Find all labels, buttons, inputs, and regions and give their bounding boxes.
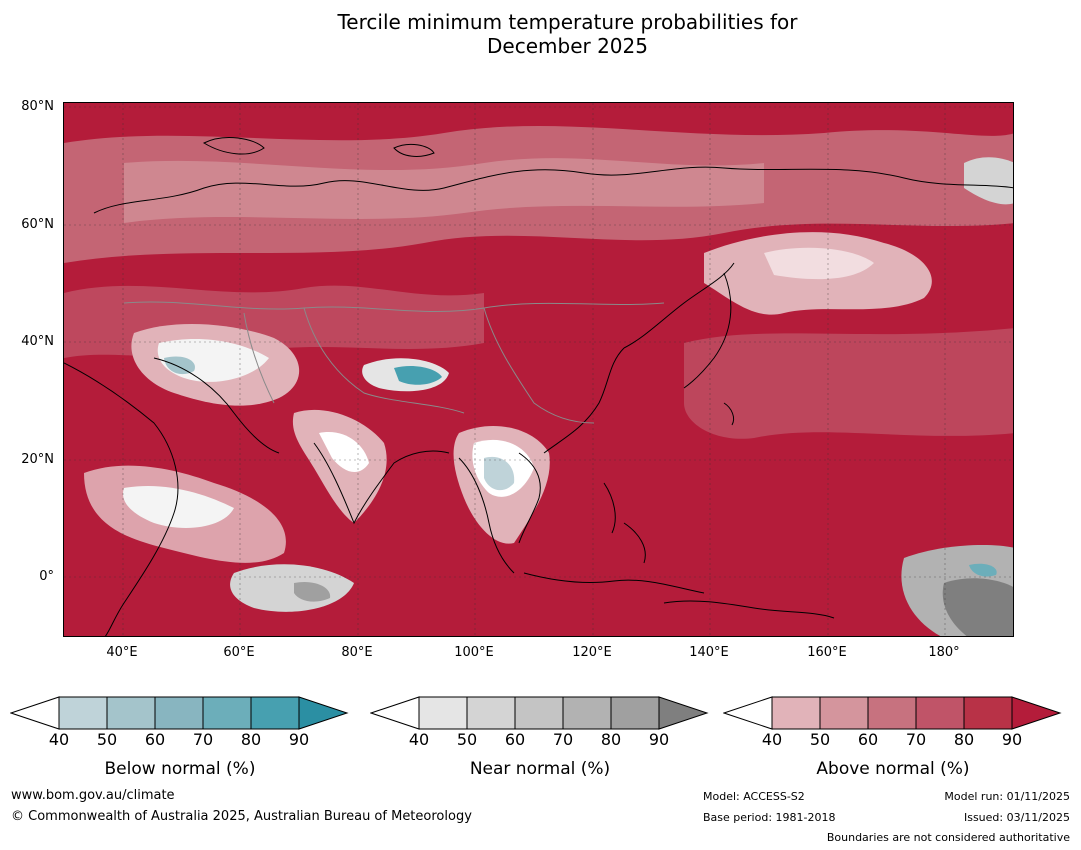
colorbar-segment [466,696,516,730]
chart-title: Tercile minimum temperature probabilitie… [0,10,1081,58]
probability-map [63,102,1014,637]
title-line-1: Tercile minimum temperature probabilitie… [337,10,798,34]
lat-label-60n: 60°N [21,217,54,232]
coastlines [64,137,1013,636]
boundaries-disclaimer: Boundaries are not considered authoritat… [826,831,1070,844]
legend-tick: 90 [648,730,670,749]
legend-near-normal: 40 50 60 70 80 90 Near normal (%) [370,695,710,785]
colorbar-segment [562,696,612,730]
colorbar-segment [298,696,349,730]
colorbar-segment [58,696,108,730]
model-name: Model: ACCESS-S2 [703,790,805,803]
below-normal-80-tibet [394,366,442,385]
legend-tick: 50 [456,730,478,749]
above-normal-60-band-north [124,158,764,223]
lat-label-0: 0° [39,569,54,584]
base-period: Base period: 1981-2018 [703,811,836,824]
colorbar-above-normal [723,696,1062,730]
map-graphic [64,103,1013,636]
lon-label-160e: 160°E [807,645,847,660]
colorbar-segment [915,696,965,730]
near-normal-arabian-sea [123,485,234,528]
legend-tick: 40 [48,730,70,749]
legend-title-above-normal: Above normal (%) [816,759,970,779]
lon-label-140e: 140°E [689,645,729,660]
issued-date: Issued: 03/11/2025 [963,811,1070,824]
lon-label-180: 180° [928,645,960,660]
above-normal-band-pacific [684,328,1013,439]
colorbar-segment [250,696,300,730]
near-normal-70-indian-ocean [294,581,331,602]
legend-tick: 80 [953,730,975,749]
colorbar-near-normal [370,696,709,730]
below-normal-50-central-asia [164,356,195,375]
legend-tick: 80 [600,730,622,749]
near-normal-90-southeast-pacific [942,578,1013,636]
copyright-text: © Commonwealth of Australia 2025, Austra… [11,809,472,824]
legend-tick: 90 [288,730,310,749]
legend-above-normal: 40 50 60 70 80 90 Above normal (%) [723,695,1063,785]
country-boundaries [123,301,665,424]
above-normal-50-india [292,409,387,523]
legend-tick: 60 [857,730,879,749]
colorbar-segment [771,696,821,730]
legend-title-near-normal: Near normal (%) [469,759,611,779]
lat-label-20n: 20°N [21,452,54,467]
title-line-2: December 2025 [487,34,648,58]
legend-tick: 40 [408,730,430,749]
legend-tick: 60 [144,730,166,749]
lon-label-40e: 40°E [106,645,138,660]
colorbar-segment [723,696,773,730]
near-normal-northeast [964,157,1013,205]
legend-tick: 70 [192,730,214,749]
legend-below-normal: 40 50 60 70 80 90 Below normal (%) [10,695,350,785]
legend-tick: 40 [761,730,783,749]
colorbar-segment [370,696,420,730]
legend-tick: 70 [905,730,927,749]
legend-title-below-normal: Below normal (%) [104,759,256,779]
equal-chance-india [319,432,369,473]
model-run-date: Model run: 01/11/2025 [944,790,1070,803]
colorbar-segment [418,696,468,730]
legend-tick: 70 [552,730,574,749]
lon-label-100e: 100°E [454,645,494,660]
colorbar-segment [10,696,60,730]
colorbar-segment [819,696,869,730]
colorbar-segment [514,696,564,730]
colorbar-segment [658,696,709,730]
below-normal-40-indochina [484,456,515,491]
below-normal-70-southeast-pacific [969,563,997,577]
colorbar-segment [1011,696,1062,730]
colorbar-segment [106,696,156,730]
above-normal-40-east-siberia [764,247,874,280]
colorbar-below-normal [10,696,349,730]
legend-tick: 60 [504,730,526,749]
legend-tick: 80 [240,730,262,749]
lat-label-80n: 80°N [21,99,54,114]
colorbar-segment [154,696,204,730]
legend-tick: 90 [1001,730,1023,749]
map-gridlines [64,103,1013,636]
colorbar-segment [202,696,252,730]
legend-tick: 50 [96,730,118,749]
lon-label-80e: 80°E [341,645,373,660]
lat-label-40n: 40°N [21,334,54,349]
colorbar-segment [867,696,917,730]
legend-tick: 50 [809,730,831,749]
lon-label-120e: 120°E [572,645,612,660]
website-link[interactable]: www.bom.gov.au/climate [11,788,175,803]
colorbar-segment [610,696,660,730]
colorbar-segment [963,696,1013,730]
lon-label-60e: 60°E [223,645,255,660]
